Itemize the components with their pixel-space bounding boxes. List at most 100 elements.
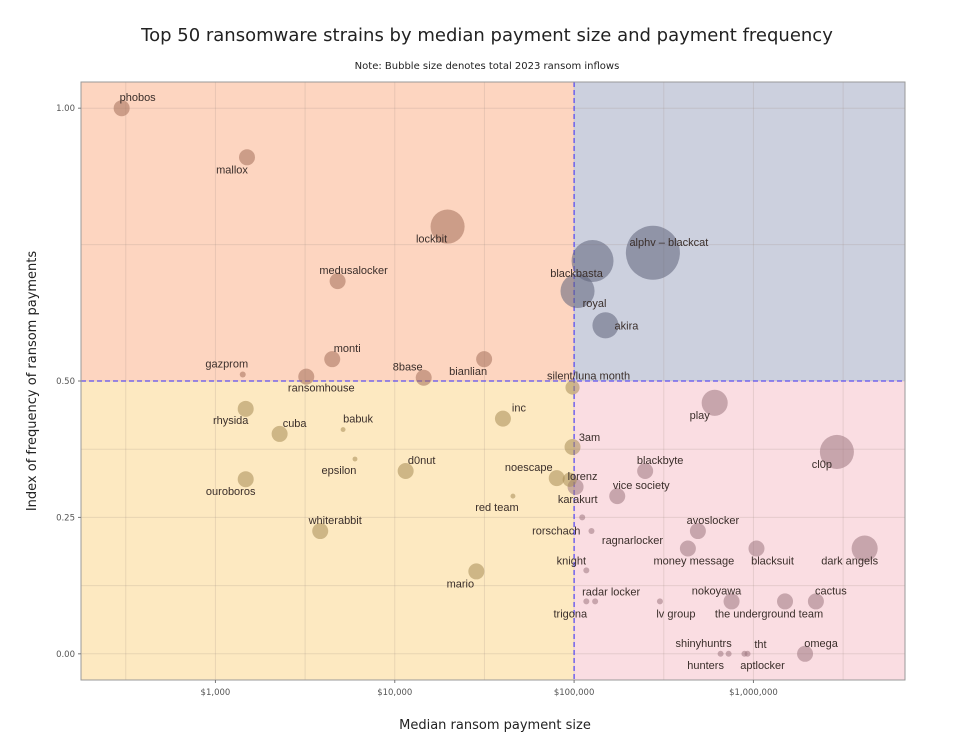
- bubble-label-shinyhuntrs: shinyhuntrs: [675, 638, 732, 650]
- bubble-label-mallox: mallox: [216, 164, 248, 176]
- bubble-medusalocker: [329, 273, 346, 290]
- bubble-label-monti: monti: [334, 343, 361, 355]
- bubble-label-royal: royal: [583, 298, 607, 310]
- bubble-label-medusalocker: medusalocker: [319, 265, 388, 277]
- bubble-label-tht: tht: [754, 639, 766, 651]
- chart-title: Top 50 ransomware strains by median paym…: [140, 25, 833, 46]
- bubble-label-cactus: cactus: [815, 585, 847, 597]
- bubble-the-underground-team: [777, 593, 794, 610]
- bubble-label-rhysida: rhysida: [213, 415, 249, 427]
- bubble-label-blackbyte: blackbyte: [637, 455, 683, 467]
- bubble-label-nokoyawa: nokoyawa: [692, 585, 742, 597]
- bubble-cuba: [271, 425, 288, 442]
- quadrant-backgrounds: [81, 82, 905, 680]
- x-tick-label: $10,000: [377, 688, 412, 698]
- bubble-bianlian: [476, 351, 493, 368]
- bubble-label-ouroboros: ouroboros: [206, 486, 256, 498]
- bubble-monti: [324, 351, 341, 368]
- bubble-money-message: [679, 540, 696, 557]
- y-tick-label: 0.00: [56, 650, 75, 660]
- bubble-ransomhouse: [298, 368, 315, 385]
- bubble-label-3am: 3am: [579, 432, 600, 444]
- bubble-label-money-message: money message: [654, 556, 735, 568]
- quadrant-top-left: [81, 82, 575, 381]
- bubble-label-rorschach: rorschach: [532, 525, 580, 537]
- bubble-epsilon: [352, 456, 358, 462]
- x-tick-label: $100,000: [554, 688, 595, 698]
- bubble-label-phobos: phobos: [120, 92, 157, 104]
- bubble-label-play: play: [690, 410, 711, 422]
- bubble-label-ragnarlocker: ragnarlocker: [602, 535, 663, 547]
- bubble-label-noescape: noescape: [505, 462, 553, 474]
- bubble-label-blackbasta: blackbasta: [550, 268, 603, 280]
- axis-ticks: $1,000 $10,000 $100,000 $1,000,000 0.00 0.25 0…: [56, 104, 778, 698]
- bubble-whiterabbit: [312, 523, 329, 540]
- bubble-label-radar-locker: radar locker: [582, 586, 640, 598]
- bubble-rhysida: [237, 400, 254, 417]
- bubble-avoslocker: [689, 523, 706, 540]
- bubble-shinyhuntrs: [717, 650, 724, 657]
- chart-subtitle: Note: Bubble size denotes total 2023 ran…: [355, 61, 620, 72]
- bubble-play: [701, 389, 728, 416]
- bubble-cl0p: [819, 434, 854, 469]
- bubble-label-the-underground-team: the underground team: [715, 608, 823, 620]
- quadrant-top-right: [574, 82, 905, 381]
- x-tick-label: $1,000,000: [729, 688, 778, 698]
- bubble-label-d0nut: d0nut: [408, 455, 436, 467]
- bubble-aptlocker: [744, 650, 751, 657]
- bubble-label-lockbit: lockbit: [416, 234, 447, 246]
- bubble-knight: [583, 567, 590, 574]
- bubble-label-dark-angels: dark angels: [821, 556, 878, 568]
- bubble-label-aptlocker: aptlocker: [740, 660, 785, 672]
- bubble-8base: [415, 369, 432, 386]
- bubble-mario: [468, 563, 485, 580]
- bubble-inc: [494, 410, 511, 427]
- bubble-cactus: [807, 593, 824, 610]
- bubble-nokoyawa: [723, 593, 740, 610]
- bubble-radar-locker: [592, 598, 599, 605]
- bubble-ragnarlocker: [588, 528, 595, 535]
- bubble-blackbasta: [571, 239, 614, 282]
- bubble-lockbit: [430, 209, 465, 244]
- y-axis-label: Index of frequency of ransom payments: [25, 251, 40, 512]
- quadrant-bottom-right: [574, 381, 905, 680]
- bubble-blacksuit: [748, 540, 765, 557]
- bubbles: [113, 100, 878, 662]
- bubble-omega: [797, 645, 814, 662]
- bubble-babuk: [340, 427, 346, 433]
- bubble-red-team: [510, 493, 516, 499]
- bubble-label-lv-group: lv group: [656, 608, 695, 620]
- bubble-label-alphv-blackcat: alphv – blackcat: [629, 237, 708, 249]
- bubble-mallox: [239, 149, 256, 166]
- bubble-silent-luna-month: [565, 380, 580, 395]
- bubble-label-avoslocker: avoslocker: [687, 515, 740, 527]
- bubble-label-babuk: babuk: [343, 414, 373, 426]
- bubble-label-vice-society: vice society: [613, 480, 670, 492]
- bubble-label-cl0p: cl0p: [812, 459, 832, 471]
- bubble-label-trigona: trigona: [554, 608, 589, 620]
- bubble-rorschach: [579, 514, 586, 521]
- bubble-label-karakurt: karakurt: [558, 494, 598, 506]
- bubble-label-bianlian: bianlian: [449, 366, 487, 378]
- bubble-label-hunters: hunters: [687, 660, 724, 672]
- bubble-label-cuba: cuba: [283, 418, 308, 430]
- bubble-label-silent-luna-month: silent/luna month: [547, 371, 630, 383]
- bubble-label-inc: inc: [512, 403, 527, 415]
- bubble-labels: phobos mallox medusalocker monti gazprom rans…: [120, 92, 879, 672]
- bubble-royal: [560, 273, 595, 309]
- bubble-karakurt: [562, 472, 577, 487]
- bubble-label-mario: mario: [447, 578, 475, 590]
- bubble-hunters: [725, 650, 732, 657]
- bubble-label-red-team: red team: [475, 502, 518, 514]
- bubble-label-knight: knight: [557, 555, 586, 567]
- bubble-d0nut: [397, 463, 414, 480]
- bubble-phobos: [113, 100, 130, 117]
- x-tick-label: $1,000: [201, 688, 231, 698]
- bubble-akira: [592, 312, 619, 339]
- bubble-label-omega: omega: [804, 638, 839, 650]
- y-tick-label: 0.25: [56, 513, 75, 523]
- bubble-ouroboros: [237, 471, 254, 488]
- bubble-dark-angels: [851, 535, 878, 562]
- bubble-gazprom: [239, 371, 246, 378]
